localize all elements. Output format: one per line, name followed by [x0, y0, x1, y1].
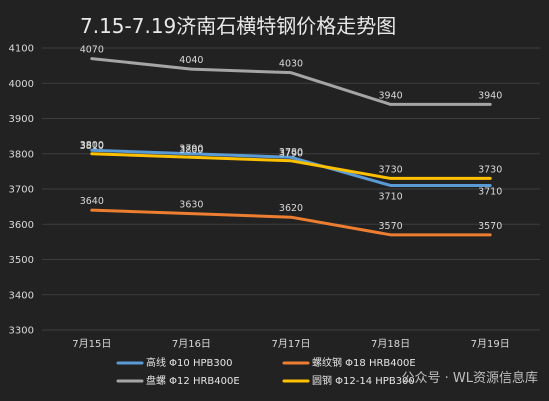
data-label: 4030 [279, 59, 303, 70]
data-label: 3710 [478, 186, 502, 197]
y-tick-label: 3300 [9, 326, 34, 337]
data-label: 3730 [379, 164, 403, 175]
y-tick-label: 3400 [9, 290, 34, 301]
legend-entry: 圆钢 Φ12-14 HPB300 [312, 374, 415, 387]
x-tick-label: 7月16日 [172, 338, 211, 350]
gridlines [42, 47, 540, 331]
x-tick-label: 7月18日 [371, 338, 410, 350]
data-label: 3620 [279, 203, 303, 214]
series-line [90, 57, 492, 106]
y-tick-label: 3600 [9, 220, 34, 231]
x-axis: 7月15日 7月16日 7月17日 7月18日 7月19日 [72, 338, 509, 350]
x-tick-label: 7月17日 [271, 338, 310, 350]
data-label: 3640 [80, 196, 104, 207]
y-tick-label: 3800 [9, 149, 34, 160]
legend-entry: 盘螺 Φ12 HRB400E [146, 374, 240, 387]
data-label: 3570 [478, 221, 502, 232]
data-label: 3630 [179, 200, 203, 211]
series-line [90, 148, 492, 187]
data-label: 3710 [379, 191, 403, 202]
data-label: 3570 [379, 221, 403, 232]
y-tick-label: 3900 [9, 114, 34, 125]
y-tick-label: 3500 [9, 255, 34, 266]
data-label: 3940 [478, 90, 502, 101]
data-label: 4040 [179, 55, 203, 66]
data-label: 3780 [279, 147, 303, 158]
chart-title: 7.15-7.19济南石横特钢价格走势图 [80, 14, 396, 38]
data-label: 3730 [478, 164, 502, 175]
x-tick-label: 7月15日 [72, 338, 111, 350]
series-line [90, 208, 492, 237]
x-tick-label: 7月19日 [471, 338, 510, 350]
y-tick-label: 4000 [9, 79, 34, 90]
legend-entry: 高线 Φ10 HPB300 [146, 356, 232, 369]
y-axis: 3300 3400 3500 3600 3700 3800 3900 4000 4100 [9, 44, 34, 337]
data-label: 4070 [80, 45, 104, 56]
data-label: 3790 [279, 148, 303, 159]
data-label: 3810 [80, 141, 104, 152]
data-label: 3940 [379, 90, 403, 101]
data-label: 3800 [80, 140, 104, 151]
watermark-text: 公众号 · WL资源信息库 [402, 370, 539, 386]
y-tick-label: 3700 [9, 185, 34, 196]
y-tick-label: 4100 [9, 44, 34, 55]
plot-area [90, 57, 492, 237]
legend-entry: 螺纹钢 Φ18 HRB400E [312, 356, 416, 369]
data-label: 3790 [179, 143, 203, 154]
series-line [90, 152, 492, 180]
data-label: 3800 [179, 145, 203, 156]
legend: 高线 Φ10 HPB300 螺纹钢 Φ18 HRB400E 盘螺 Φ12 HRB40… [116, 356, 416, 387]
